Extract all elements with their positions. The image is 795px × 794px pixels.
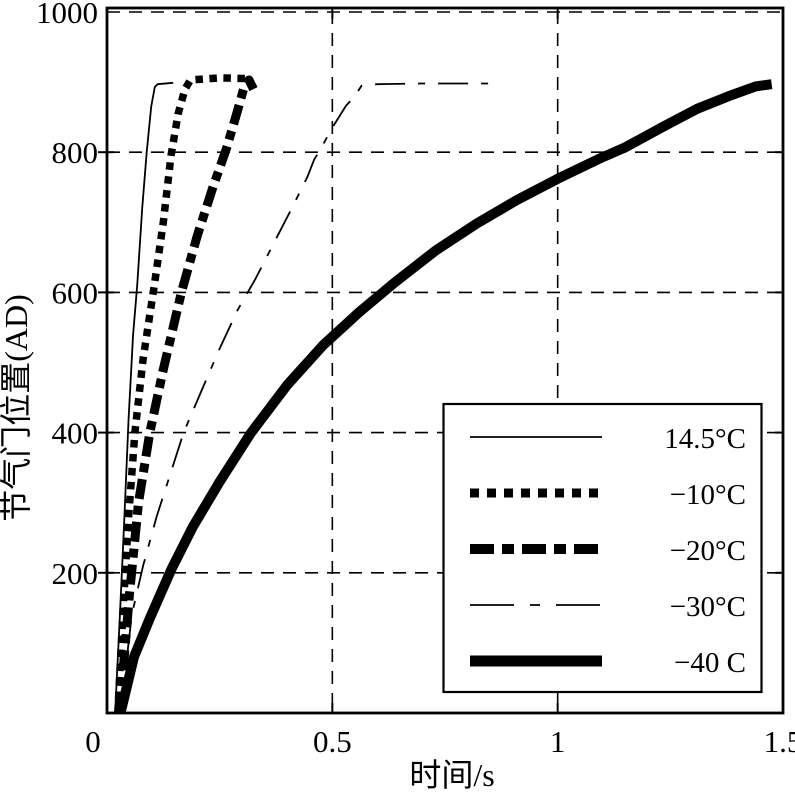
tick-label-layer: 200 400 600 800 1000 0 0.5 1 1.5 xyxy=(36,0,795,759)
x-tick-label: 1.5 xyxy=(764,724,795,759)
series-line-3 xyxy=(119,82,491,714)
series-line-1 xyxy=(114,74,250,714)
frame-layer xyxy=(98,6,785,715)
legend-label: −10°C xyxy=(670,479,746,511)
plot-border xyxy=(105,6,785,715)
y-tick-label: 400 xyxy=(52,416,99,451)
series-line-2 xyxy=(115,75,258,714)
y-tick-label: 1000 xyxy=(36,0,98,30)
x-tick-label: 0 xyxy=(85,724,101,759)
x-tick-label: 1 xyxy=(550,724,566,759)
y-tick-label: 600 xyxy=(52,275,99,310)
legend: 14.5°C −10°C −20°C −30°C −40 C xyxy=(442,402,763,694)
legend-box xyxy=(442,402,763,694)
series-line-4 xyxy=(115,79,773,715)
y-axis-title: 节气门位置(AD) xyxy=(0,294,34,522)
y-tick-label: 200 xyxy=(52,556,99,591)
y-tick-label: 800 xyxy=(52,135,99,170)
x-axis-title: 时间/s xyxy=(409,757,494,793)
legend-label: 14.5°C xyxy=(664,423,746,455)
legend-label: −20°C xyxy=(670,535,746,567)
legend-label: −30°C xyxy=(670,591,746,623)
series-layer xyxy=(114,74,773,715)
series-line-0 xyxy=(114,81,174,714)
legend-label: −40 C xyxy=(674,647,746,679)
x-tick-label: 0.5 xyxy=(313,724,352,759)
